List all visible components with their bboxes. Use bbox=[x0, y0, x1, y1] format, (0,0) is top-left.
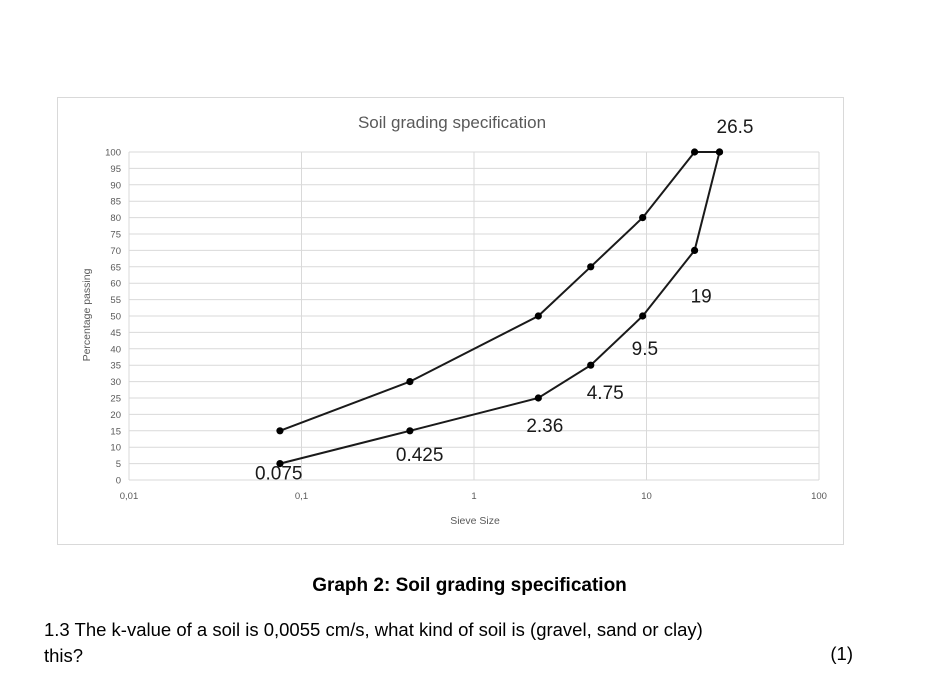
y-tick-label: 65 bbox=[110, 262, 121, 273]
tick-labels: 0510152025303540455055606570758085909510… bbox=[105, 148, 827, 503]
x-tick-label: 0,01 bbox=[120, 491, 139, 502]
y-tick-label: 100 bbox=[105, 148, 121, 159]
y-tick-label: 60 bbox=[110, 279, 121, 290]
y-axis-title: Percentage passing bbox=[81, 268, 93, 361]
question-text: 1.3 The k-value of a soil is 0,0055 cm/s… bbox=[44, 617, 703, 669]
y-tick-label: 55 bbox=[110, 295, 121, 306]
grading-chart: Soil grading specification Sieve Size Pe… bbox=[81, 113, 827, 527]
y-tick-label: 15 bbox=[110, 426, 121, 437]
data-point bbox=[587, 361, 595, 369]
y-tick-label: 40 bbox=[110, 344, 121, 355]
sieve-label: 19 bbox=[691, 286, 712, 307]
series-line-1 bbox=[279, 151, 720, 432]
question-marks: (1) bbox=[830, 643, 853, 664]
y-tick-label: 30 bbox=[110, 377, 121, 388]
x-tick-label: 1 bbox=[471, 491, 476, 502]
sieve-label: 2.36 bbox=[526, 416, 563, 437]
y-tick-label: 45 bbox=[110, 328, 121, 339]
sieve-label: 9.5 bbox=[632, 339, 658, 360]
y-tick-label: 0 bbox=[116, 476, 121, 487]
y-tick-label: 70 bbox=[110, 246, 121, 257]
data-point bbox=[690, 148, 699, 156]
data-point bbox=[534, 312, 542, 320]
chart-frame: Soil grading specification Sieve Size Pe… bbox=[57, 97, 844, 545]
y-tick-label: 85 bbox=[110, 197, 121, 208]
question-line-1: 1.3 The k-value of a soil is 0,0055 cm/s… bbox=[44, 619, 703, 640]
x-axis-title: Sieve Size bbox=[450, 515, 500, 527]
sieve-label: 26.5 bbox=[717, 117, 754, 138]
y-tick-label: 90 bbox=[110, 180, 121, 191]
x-tick-label: 0,1 bbox=[295, 491, 308, 502]
y-tick-label: 50 bbox=[110, 312, 121, 323]
x-tick-label: 10 bbox=[641, 491, 652, 502]
question-line-2: this? bbox=[44, 645, 84, 666]
data-point bbox=[587, 263, 595, 271]
y-tick-label: 95 bbox=[110, 164, 121, 175]
data-point bbox=[276, 427, 284, 435]
chart-title: Soil grading specification bbox=[358, 113, 546, 132]
data-point bbox=[690, 246, 699, 254]
sieve-label: 0.075 bbox=[255, 464, 303, 485]
y-tick-label: 35 bbox=[110, 361, 121, 372]
data-point bbox=[406, 427, 414, 435]
y-tick-label: 80 bbox=[110, 213, 121, 224]
y-tick-label: 10 bbox=[110, 443, 121, 454]
series-lines bbox=[276, 148, 724, 468]
data-point bbox=[534, 394, 542, 402]
grid-lines bbox=[128, 151, 820, 481]
data-point bbox=[406, 378, 414, 386]
y-tick-label: 20 bbox=[110, 410, 121, 421]
y-tick-label: 5 bbox=[116, 459, 121, 470]
sieve-label: 4.75 bbox=[587, 383, 624, 404]
data-point bbox=[639, 312, 647, 320]
data-point bbox=[715, 148, 724, 156]
y-tick-label: 75 bbox=[110, 230, 121, 241]
y-tick-label: 25 bbox=[110, 394, 121, 405]
data-point bbox=[639, 214, 647, 222]
sieve-label: 0.425 bbox=[396, 445, 444, 466]
graph-caption: Graph 2: Soil grading specification bbox=[312, 575, 627, 596]
x-tick-label: 100 bbox=[811, 491, 827, 502]
series-line-2 bbox=[279, 151, 721, 465]
annotations: 0.075 0.425 2.36 4.75 9.5 19 26.5 bbox=[255, 117, 754, 485]
data-point bbox=[276, 460, 284, 468]
